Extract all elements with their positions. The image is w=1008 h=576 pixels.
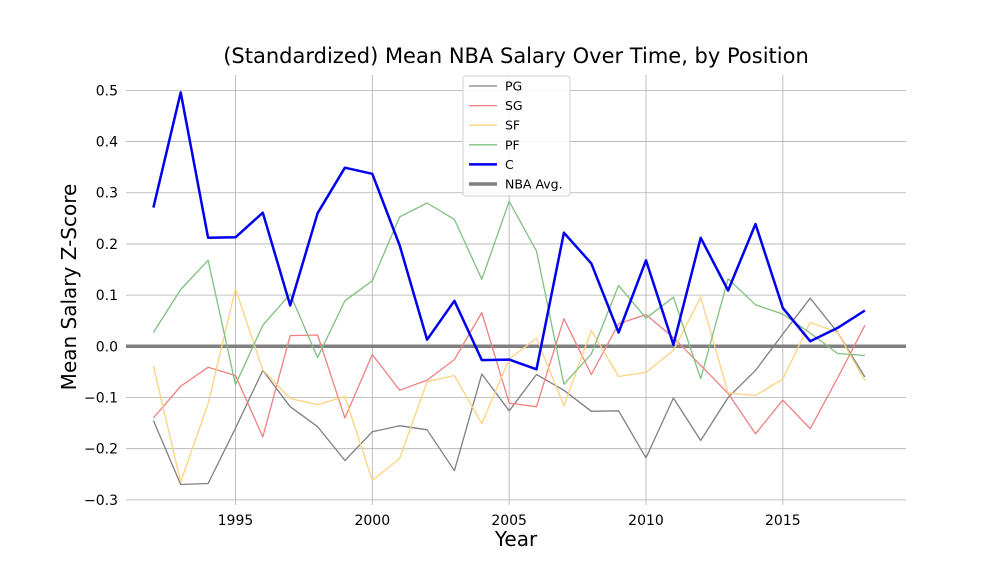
y-tick-label: 0.1	[96, 288, 118, 304]
y-tick-label: −0.1	[84, 391, 118, 407]
legend: PG SG SF PF C NBA Avg.	[462, 75, 571, 197]
series-group	[152, 91, 866, 486]
legend-label: SG	[505, 98, 523, 113]
x-tick-label: 2015	[765, 513, 801, 529]
y-tick-label: 0.5	[96, 83, 118, 99]
y-tick-label: 0.3	[96, 186, 118, 202]
x-tick-label: 2005	[491, 513, 527, 529]
x-tick-labels: 1995 2000 2005 2010 2015	[218, 513, 801, 529]
series-line-sg	[152, 311, 866, 438]
legend-label: C	[505, 157, 514, 172]
x-axis-label: Year	[494, 527, 538, 551]
x-tick-label: 1995	[218, 513, 254, 529]
y-tick-label: 0.2	[96, 237, 118, 253]
series-line-pf	[152, 200, 865, 386]
x-tick-label: 2000	[354, 513, 390, 529]
chart-title: (Standardized) Mean NBA Salary Over Time…	[223, 44, 809, 68]
series-line-pg	[152, 297, 866, 486]
y-tick-label: −0.2	[84, 442, 118, 458]
legend-label: SF	[505, 118, 520, 133]
y-tick-label: −0.3	[84, 493, 118, 509]
series-line-c	[152, 91, 866, 371]
legend-label: PF	[505, 137, 520, 152]
x-tick-label: 2010	[628, 513, 664, 529]
y-tick-label: 0.4	[96, 135, 118, 151]
legend-label: NBA Avg.	[505, 177, 563, 192]
y-tick-label: 0.0	[96, 339, 118, 355]
legend-label: PG	[505, 79, 522, 94]
y-tick-labels: 0.5 0.4 0.3 0.2 0.1 0.0 −0.1 −0.2 −0.3	[84, 83, 118, 509]
y-axis-label: Mean Salary Z-Score	[57, 184, 81, 391]
